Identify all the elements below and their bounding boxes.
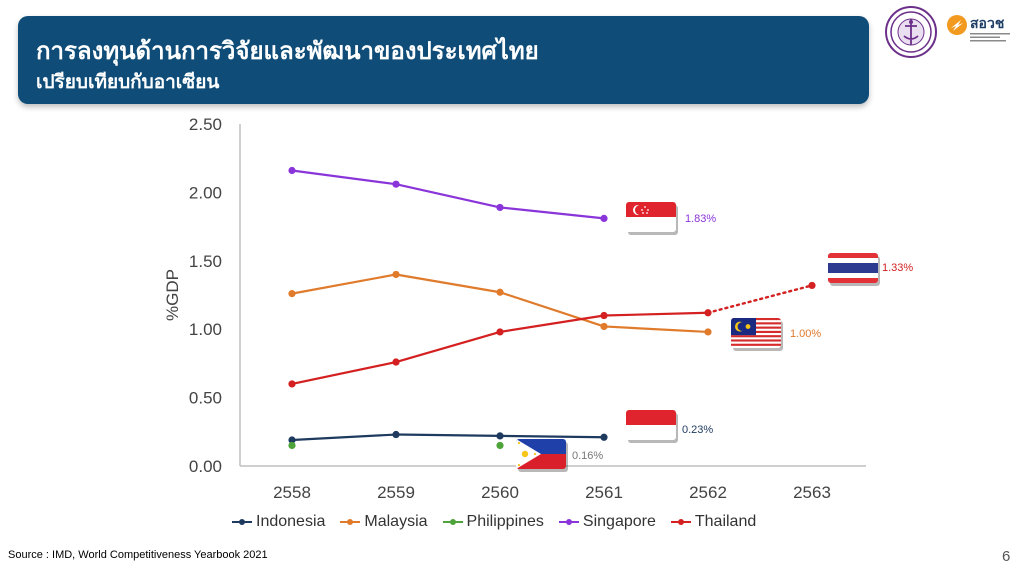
x-tick-label: 2558 (273, 483, 311, 502)
series-line-singapore (499, 206, 605, 220)
y-tick-label: 2.50 (189, 115, 222, 134)
data-point-philippines (288, 441, 296, 450)
data-label-thailand: 1.33% (882, 262, 913, 274)
page-title: การลงทุนด้านการวิจัยและพัฒนาของประเทศไทย (36, 38, 539, 65)
data-label-singapore: 1.83% (685, 213, 716, 225)
singapore-flag-icon (626, 202, 678, 235)
x-tick-label: 2559 (377, 483, 415, 502)
y-tick-label: 1.50 (189, 252, 222, 271)
indonesia-flag-icon (626, 410, 678, 443)
legend-swatch (670, 517, 691, 527)
x-tick-label: 2562 (689, 483, 727, 502)
y-axis-label: %GDP (163, 269, 182, 321)
data-point-malaysia (392, 270, 400, 279)
source-note: Source : IMD, World Competitiveness Year… (8, 549, 268, 561)
x-tick-label: 2561 (585, 483, 623, 502)
y-tick-label: 0.00 (189, 457, 222, 476)
series-line-indonesia (499, 434, 605, 439)
data-label-malaysia: 1.00% (790, 328, 821, 340)
philippines-flag-icon (516, 439, 568, 472)
agency-name: สอวช (970, 15, 1005, 31)
data-point-singapore (600, 214, 608, 222)
legend-swatch (442, 517, 463, 527)
series-line-singapore (291, 169, 397, 186)
data-point-thailand (288, 380, 296, 388)
data-point-singapore (496, 203, 504, 212)
data-point-thailand (600, 311, 608, 320)
data-point-indonesia (288, 436, 296, 444)
series-line-indonesia (291, 433, 397, 442)
legend-swatch (340, 517, 361, 527)
data-point-malaysia (600, 322, 608, 331)
data-point-thailand (704, 309, 712, 317)
tsri-logo-icon (947, 15, 967, 35)
series-line-malaysia (291, 273, 397, 295)
legend-label: Philippines (466, 513, 544, 530)
data-point-malaysia (496, 288, 504, 296)
series-line-thailand (499, 314, 605, 334)
data-point-thailand (808, 281, 816, 290)
data-point-indonesia (600, 433, 608, 441)
y-tick-label: 0.50 (189, 389, 222, 408)
page-subtitle: เปรียบเทียบกับอาเซียน (36, 72, 220, 93)
university-seal-icon (885, 6, 937, 58)
legend-item-thailand: Thailand (670, 513, 757, 531)
data-label-indonesia: 0.23% (682, 424, 713, 436)
series-line-malaysia (603, 325, 709, 334)
data-point-philippines (496, 441, 504, 450)
data-point-singapore (288, 166, 296, 175)
chart-legend: Indonesia Malaysia Philippines Singapore Tha… (232, 513, 771, 531)
x-tick-label: 2563 (793, 483, 831, 502)
series-line-thailand-projected (706, 284, 814, 314)
data-label-philippines: 0.16% (572, 450, 603, 462)
data-point-singapore (392, 180, 400, 188)
series-line-thailand (395, 330, 501, 364)
page-number: 6 (1002, 548, 1011, 565)
legend-label: Malaysia (364, 513, 428, 530)
legend-label: Singapore (582, 513, 656, 530)
legend-item-indonesia: Indonesia (232, 513, 325, 531)
series-line-thailand (291, 360, 397, 385)
legend-swatch (558, 517, 579, 527)
y-tick-label: 1.00 (189, 320, 222, 339)
y-tick-label: 2.00 (189, 183, 222, 202)
legend-swatch (232, 517, 252, 527)
series-line-thailand (603, 311, 709, 317)
data-point-thailand (496, 328, 504, 336)
legend-item-singapore: Singapore (558, 513, 656, 531)
series-line-malaysia (499, 291, 605, 328)
series-line-singapore (395, 183, 501, 209)
series-line-indonesia (395, 433, 501, 438)
tsri-logo: สอวช (946, 10, 1018, 46)
data-point-indonesia (496, 432, 504, 440)
data-point-indonesia (392, 430, 400, 439)
data-point-malaysia (288, 290, 296, 298)
data-point-thailand (392, 358, 400, 366)
legend-label: Indonesia (256, 513, 326, 530)
x-tick-label: 2560 (481, 483, 519, 502)
title-banner: การลงทุนด้านการวิจัยและพัฒนาของประเทศไทย… (18, 16, 869, 104)
legend-label: Thailand (694, 513, 757, 530)
legend-item-philippines: Philippines (442, 513, 544, 531)
legend-item-malaysia: Malaysia (340, 513, 428, 531)
agency-tagline-graphic (970, 33, 1010, 42)
series-line-malaysia (395, 273, 501, 294)
data-point-malaysia (704, 328, 712, 336)
thailand-flag-icon (828, 253, 880, 286)
malaysia-flag-icon (731, 318, 783, 351)
